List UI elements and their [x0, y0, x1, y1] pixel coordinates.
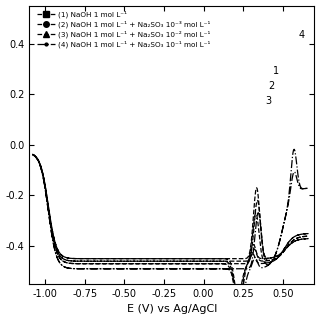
- X-axis label: E (V) vs Ag/AgCl: E (V) vs Ag/AgCl: [127, 304, 217, 315]
- Text: 1: 1: [272, 66, 279, 76]
- Text: 3: 3: [265, 96, 271, 106]
- Text: 2: 2: [268, 81, 275, 91]
- Text: 4: 4: [299, 30, 305, 40]
- Legend: (1) NaOH 1 mol L⁻¹, (2) NaOH 1 mol L⁻¹ + Na₂SO₃ 10⁻³ mol L⁻¹, (3) NaOH 1 mol L⁻¹: (1) NaOH 1 mol L⁻¹, (2) NaOH 1 mol L⁻¹ +…: [36, 9, 212, 50]
